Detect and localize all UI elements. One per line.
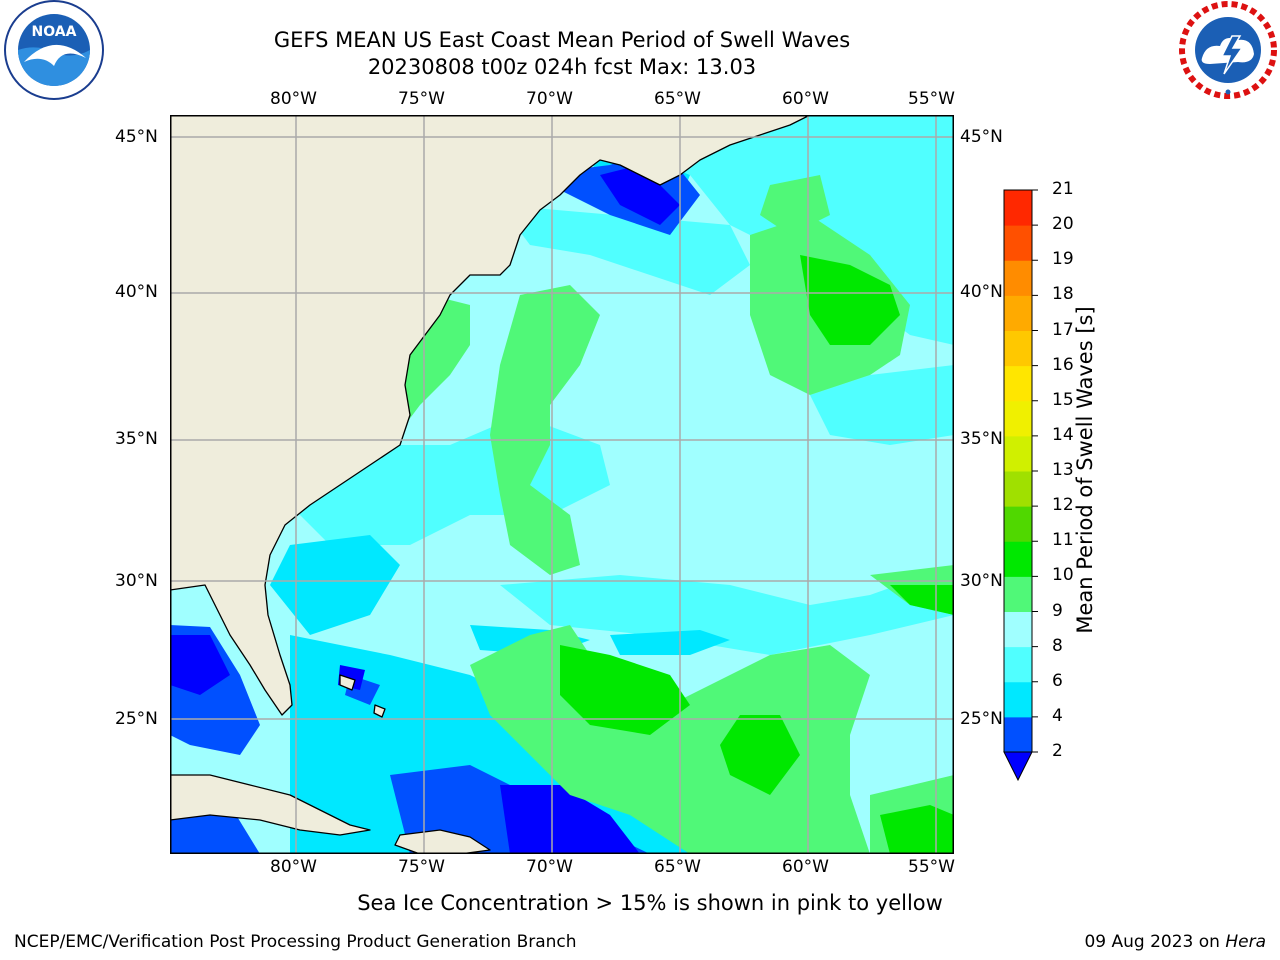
colorbar bbox=[1003, 189, 1038, 782]
colorbar-tick-label: 4 bbox=[1052, 705, 1063, 726]
lat-label-right: 30°N bbox=[960, 571, 1003, 591]
sea-ice-caption: Sea Ice Concentration > 15% is shown in … bbox=[357, 891, 943, 915]
footer-date: 09 Aug 2023 on Hera bbox=[1084, 932, 1266, 952]
colorbar-tick-label: 12 bbox=[1052, 495, 1074, 516]
lon-label-bottom: 60°W bbox=[782, 857, 829, 877]
colorbar-under-arrow bbox=[1003, 751, 1033, 782]
swell-contour-10-11 bbox=[560, 255, 954, 854]
colorbar-tick-label: 2 bbox=[1052, 741, 1063, 761]
footer-date-text: 09 Aug 2023 on bbox=[1084, 932, 1226, 952]
lon-label-top: 80°W bbox=[270, 89, 317, 109]
colorbar-tick-label: 16 bbox=[1052, 354, 1074, 375]
colorbar-block bbox=[1004, 295, 1032, 331]
lon-label-bottom: 80°W bbox=[270, 857, 317, 877]
colorbar-block bbox=[1004, 716, 1032, 753]
swell-contour-under-2 bbox=[170, 165, 680, 854]
noaa-logo-text: NOAA bbox=[32, 24, 77, 40]
lat-label-left: 40°N bbox=[115, 282, 158, 302]
lat-label-left: 45°N bbox=[115, 127, 158, 147]
colorbar-tick-label: 17 bbox=[1052, 319, 1074, 340]
colorbar-block bbox=[1004, 190, 1032, 226]
colorbar-block bbox=[1004, 681, 1032, 718]
lat-label-left: 25°N bbox=[115, 709, 158, 729]
colorbar-block bbox=[1004, 646, 1032, 683]
lat-label-left: 30°N bbox=[115, 571, 158, 591]
lon-label-top: 70°W bbox=[526, 89, 573, 109]
lon-label-top: 75°W bbox=[398, 89, 445, 109]
map-title: GEFS MEAN US East Coast Mean Period of S… bbox=[273, 28, 851, 52]
lat-label-right: 40°N bbox=[960, 282, 1003, 302]
colorbar-block bbox=[1004, 576, 1032, 612]
lon-label-bottom: 75°W bbox=[398, 857, 445, 877]
swell-period-map bbox=[170, 115, 954, 854]
colorbar-tick-label: 14 bbox=[1052, 424, 1074, 445]
colorbar-block bbox=[1004, 611, 1032, 648]
lon-label-bottom: 55°W bbox=[908, 857, 955, 877]
colorbar-tick-label: 15 bbox=[1052, 389, 1074, 410]
lat-label-right: 25°N bbox=[960, 709, 1003, 729]
colorbar-block bbox=[1004, 471, 1032, 507]
lon-label-bottom: 70°W bbox=[526, 857, 573, 877]
colorbar-block bbox=[1004, 541, 1032, 577]
footer-host: Hera bbox=[1225, 932, 1266, 952]
colorbar-tick-label: 6 bbox=[1052, 670, 1063, 691]
colorbar-tick-label: 21 bbox=[1052, 179, 1074, 199]
colorbar-tick-label: 11 bbox=[1052, 530, 1074, 551]
colorbar-title: Mean Period of Swell Waves [s] bbox=[1073, 306, 1097, 634]
colorbar-tick-label: 20 bbox=[1052, 214, 1074, 235]
colorbar-tick-label: 19 bbox=[1052, 249, 1074, 270]
map-subtitle: 20230808 t00z 024h fcst Max: 13.03 bbox=[367, 55, 757, 79]
map-grid bbox=[170, 115, 954, 854]
lat-label-left: 35°N bbox=[115, 429, 158, 449]
nws-logo bbox=[1179, 1, 1277, 99]
colorbar-block bbox=[1004, 435, 1032, 472]
lon-label-top: 60°W bbox=[782, 89, 829, 109]
lon-label-top: 55°W bbox=[908, 89, 955, 109]
colorbar-tick-label: 13 bbox=[1052, 460, 1074, 480]
land-masses bbox=[170, 115, 811, 854]
noaa-logo: NOAA bbox=[4, 0, 104, 100]
colorbar-block bbox=[1004, 330, 1032, 367]
colorbar-tick-label: 8 bbox=[1052, 635, 1063, 656]
lon-label-top: 65°W bbox=[654, 89, 701, 109]
lon-label-bottom: 65°W bbox=[654, 857, 701, 877]
colorbar-block bbox=[1004, 225, 1032, 261]
colorbar-block bbox=[1004, 506, 1032, 542]
colorbar-block bbox=[1004, 260, 1032, 296]
lat-label-right: 45°N bbox=[960, 127, 1003, 147]
footer-credit: NCEP/EMC/Verification Post Processing Pr… bbox=[14, 932, 577, 952]
lat-label-right: 35°N bbox=[960, 429, 1003, 449]
colorbar-tick-label: 10 bbox=[1052, 565, 1074, 586]
colorbar-tick-label: 18 bbox=[1052, 284, 1074, 305]
colorbar-block bbox=[1004, 400, 1032, 437]
map-frame bbox=[170, 115, 954, 854]
colorbar-block bbox=[1004, 365, 1032, 402]
colorbar-tick-label: 9 bbox=[1052, 600, 1063, 621]
